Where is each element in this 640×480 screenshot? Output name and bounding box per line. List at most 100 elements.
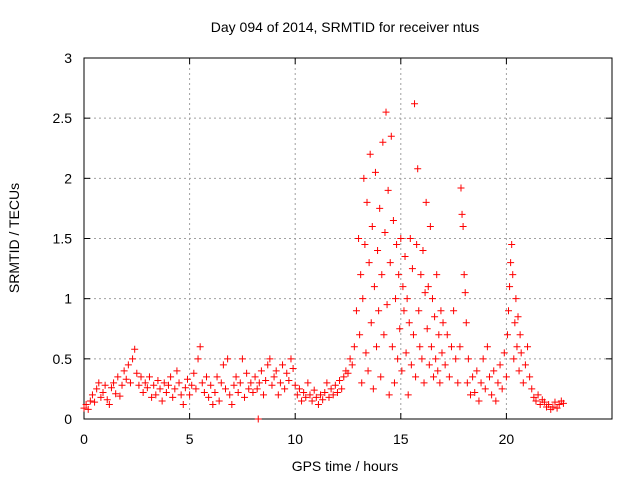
data-point bbox=[110, 379, 118, 387]
data-point bbox=[423, 325, 431, 333]
data-point bbox=[86, 397, 94, 405]
data-point bbox=[207, 381, 215, 389]
data-point bbox=[383, 301, 391, 309]
data-point bbox=[323, 379, 331, 387]
data-point bbox=[270, 373, 278, 381]
data-point bbox=[213, 373, 221, 381]
data-point bbox=[394, 355, 402, 363]
data-point bbox=[251, 373, 259, 381]
data-point bbox=[329, 391, 337, 399]
data-point bbox=[409, 331, 417, 339]
data-point bbox=[219, 361, 227, 369]
data-point bbox=[243, 369, 251, 377]
data-point bbox=[268, 381, 276, 389]
data-point bbox=[399, 283, 407, 291]
data-point bbox=[101, 381, 109, 389]
data-point bbox=[549, 403, 557, 411]
data-point bbox=[414, 165, 422, 173]
data-point bbox=[422, 198, 430, 206]
data-point bbox=[425, 361, 433, 369]
data-point bbox=[175, 379, 183, 387]
data-point bbox=[181, 384, 189, 392]
data-point bbox=[226, 391, 234, 399]
data-point bbox=[400, 307, 408, 315]
data-point bbox=[454, 379, 462, 387]
data-point bbox=[148, 393, 156, 401]
data-point bbox=[357, 271, 365, 279]
data-point bbox=[118, 381, 126, 389]
data-point bbox=[122, 375, 130, 383]
data-point bbox=[314, 401, 322, 409]
data-point bbox=[350, 343, 358, 351]
data-point bbox=[492, 397, 500, 405]
data-point bbox=[97, 393, 105, 401]
data-point bbox=[373, 343, 381, 351]
data-point bbox=[463, 379, 471, 387]
data-point bbox=[327, 385, 335, 393]
data-point bbox=[200, 389, 208, 397]
data-point bbox=[371, 168, 379, 176]
data-point bbox=[300, 389, 308, 397]
data-point bbox=[234, 389, 242, 397]
data-point bbox=[80, 404, 88, 412]
data-point bbox=[308, 397, 316, 405]
data-point bbox=[116, 392, 124, 400]
data-point bbox=[430, 373, 438, 381]
data-point bbox=[553, 404, 561, 412]
data-point bbox=[521, 361, 529, 369]
data-point bbox=[321, 389, 329, 397]
data-point bbox=[133, 369, 141, 377]
data-point bbox=[186, 391, 194, 399]
data-point bbox=[555, 401, 563, 409]
data-point bbox=[464, 355, 472, 363]
data-point bbox=[486, 373, 494, 381]
y-tick-label: 2.5 bbox=[53, 110, 73, 126]
data-point bbox=[196, 343, 204, 351]
data-point bbox=[385, 391, 393, 399]
data-point bbox=[281, 385, 289, 393]
data-point bbox=[173, 367, 181, 375]
data-point bbox=[236, 379, 244, 387]
data-point bbox=[417, 271, 425, 279]
data-point bbox=[247, 379, 255, 387]
data-point bbox=[135, 381, 143, 389]
data-point bbox=[413, 241, 421, 249]
data-point bbox=[304, 379, 312, 387]
data-point bbox=[188, 381, 196, 389]
data-point bbox=[447, 343, 455, 351]
data-point bbox=[274, 391, 282, 399]
data-point bbox=[150, 381, 158, 389]
data-point bbox=[152, 391, 160, 399]
data-point bbox=[232, 373, 240, 381]
data-point bbox=[362, 349, 370, 357]
data-point bbox=[511, 319, 519, 327]
data-point bbox=[367, 319, 375, 327]
data-point bbox=[124, 361, 132, 369]
data-point bbox=[460, 271, 468, 279]
data-point bbox=[356, 331, 364, 339]
y-tick-label: 3 bbox=[64, 50, 72, 66]
data-point bbox=[344, 369, 352, 377]
data-point bbox=[312, 393, 320, 401]
data-point bbox=[438, 349, 446, 357]
data-point bbox=[192, 385, 200, 393]
y-tick-label: 0 bbox=[64, 411, 72, 427]
data-point bbox=[143, 384, 151, 392]
data-point bbox=[217, 379, 225, 387]
data-point bbox=[245, 385, 253, 393]
data-point bbox=[500, 349, 508, 357]
data-point bbox=[363, 198, 371, 206]
data-point bbox=[88, 391, 96, 399]
data-point bbox=[177, 391, 185, 399]
data-point bbox=[137, 373, 145, 381]
x-tick-label: 0 bbox=[80, 431, 88, 447]
data-point bbox=[99, 389, 107, 397]
data-point bbox=[398, 367, 406, 375]
data-point bbox=[405, 319, 413, 327]
data-point bbox=[502, 373, 510, 381]
data-point bbox=[120, 367, 128, 375]
data-points bbox=[80, 100, 567, 423]
data-point bbox=[156, 385, 164, 393]
data-point bbox=[462, 319, 470, 327]
data-point bbox=[205, 393, 213, 401]
